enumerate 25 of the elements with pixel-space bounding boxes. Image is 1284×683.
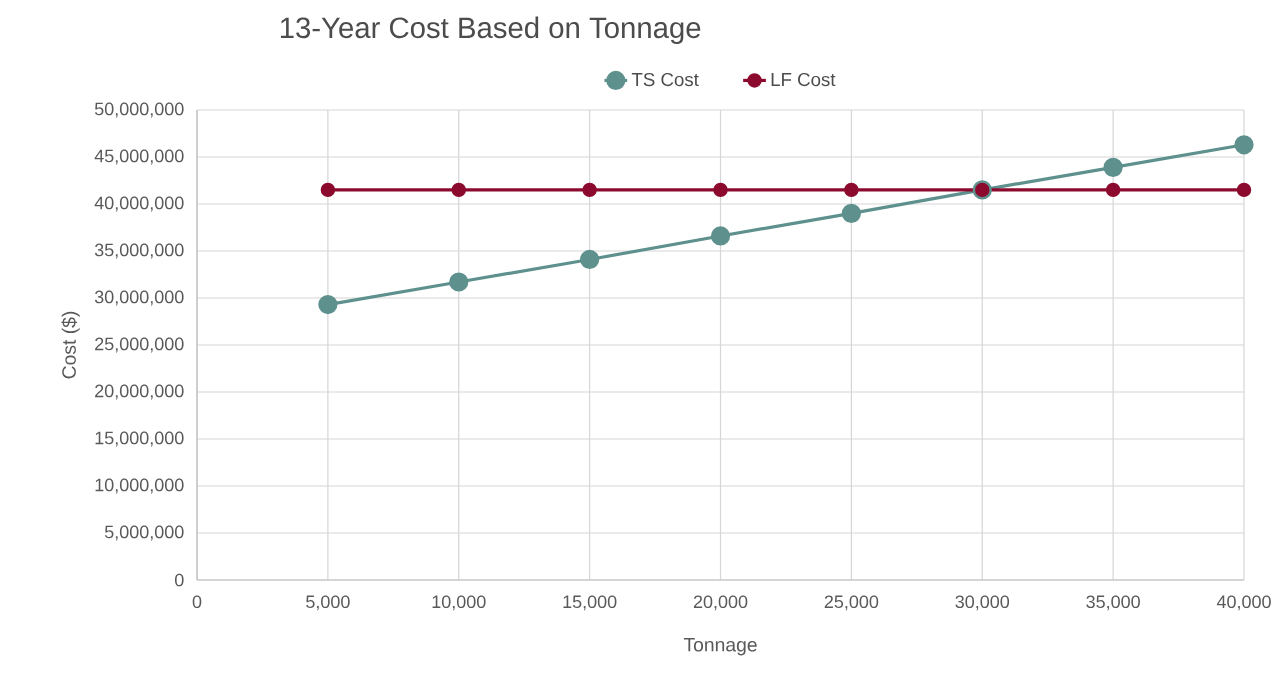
legend-label: LF Cost — [771, 72, 836, 87]
y-tick-label: 20,000,000 — [95, 384, 184, 400]
y-tick-label: 0 — [175, 573, 184, 587]
y-tick-label: 40,000,000 — [94, 196, 184, 212]
y-tick-label: 45,000,000 — [94, 149, 184, 165]
x-tick-label: 40,000 — [1216, 595, 1271, 611]
x-axis-title: Tonnage — [683, 638, 757, 656]
y-tick-label: 50,000,000 — [94, 102, 184, 118]
x-tick-label: 15,000 — [563, 595, 617, 611]
x-tick-label: 20,000 — [693, 595, 748, 611]
y-tick-label: 30,000,000 — [94, 290, 184, 306]
x-tick-label: 35,000 — [1086, 595, 1140, 611]
x-tick-label: 5,000 — [306, 595, 350, 611]
x-tick-label: 0 — [192, 595, 202, 609]
y-axis-title: Cost ($) — [61, 311, 80, 379]
x-tick-label: 10,000 — [432, 595, 486, 611]
y-tick-label: 5,000,000 — [104, 525, 184, 541]
y-tick-label: 10,000,000 — [95, 478, 184, 494]
chart-title: 13-Year Cost Based on Tonnage — [280, 16, 701, 44]
x-tick-label: 25,000 — [824, 595, 879, 611]
y-tick-label: 35,000,000 — [94, 243, 184, 259]
y-tick-label: 25,000,000 — [95, 337, 184, 353]
y-tick-label: 15,000,000 — [95, 431, 184, 447]
x-tick-label: 30,000 — [955, 595, 1010, 611]
legend-label: TS Cost — [631, 72, 699, 87]
